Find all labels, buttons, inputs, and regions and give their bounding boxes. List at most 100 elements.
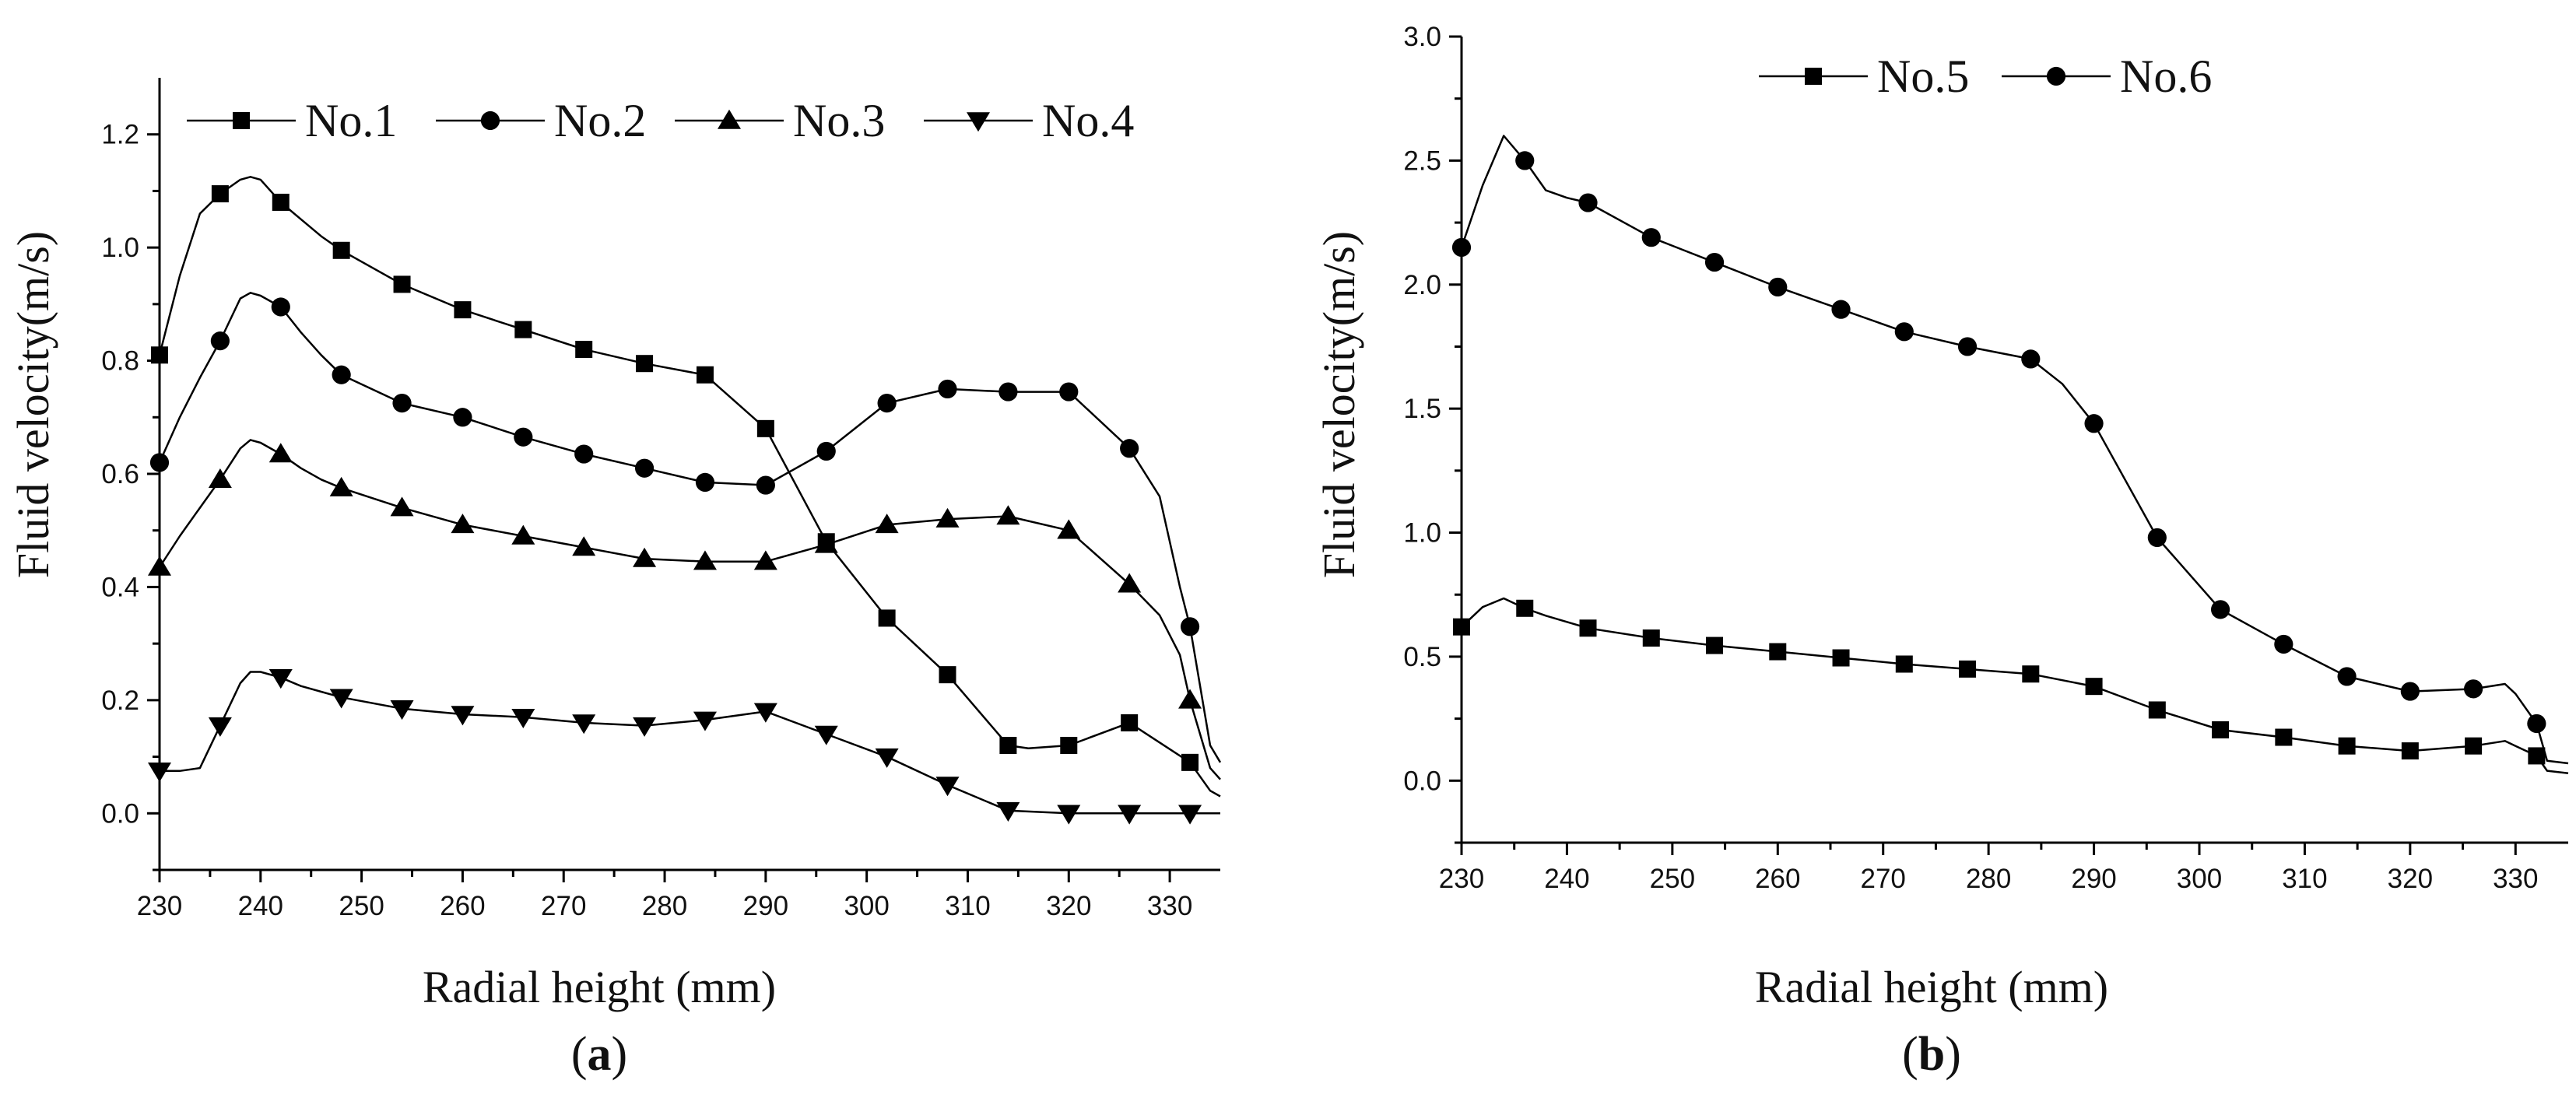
panel-a-series-no1-point bbox=[1181, 753, 1199, 771]
panel-a-y-tick-label: 0.2 bbox=[101, 686, 139, 716]
panel-a-series-no2-point bbox=[816, 441, 836, 461]
panel-b-series-no6-point bbox=[2274, 634, 2293, 654]
panel-a-series-no2-point bbox=[938, 379, 957, 399]
panel-a-x-tick-label: 260 bbox=[440, 891, 485, 921]
panel-b-x-axis-title: Radial height (mm) bbox=[1755, 962, 2108, 1012]
panel-b-series-no5-point bbox=[1706, 636, 1724, 654]
panel-b-x-tick-label: 270 bbox=[1861, 864, 1906, 894]
panel-b-series-no5-point bbox=[2528, 747, 2546, 765]
panel-b-x-tick-label: 230 bbox=[1439, 864, 1484, 894]
panel-a-series-no2-point bbox=[149, 453, 170, 472]
panel-a-series-no4-point bbox=[1118, 805, 1142, 825]
panel-a-series-no3-point bbox=[935, 507, 960, 528]
panel-a-x-tick-label: 290 bbox=[743, 891, 788, 921]
panel-b-series-no5-point bbox=[1453, 618, 1470, 636]
panel-a-series-no2-point bbox=[695, 472, 715, 493]
panel-a-series-no3-point bbox=[390, 496, 414, 517]
panel-b-series-no5-point bbox=[2465, 737, 2483, 755]
panel-b-series-no5-point bbox=[2338, 737, 2356, 755]
panel-b-x-tick-label: 280 bbox=[1966, 864, 2011, 894]
panel-a-series-no2-point bbox=[514, 427, 533, 447]
panel-b-series-no6-point bbox=[2210, 600, 2230, 619]
panel-a-y-axis-title: Fluid velocity(m/s) bbox=[8, 231, 58, 578]
panel-b-y-tick-label: 2.0 bbox=[1403, 270, 1441, 300]
panel-a-x-tick-label: 280 bbox=[642, 891, 687, 921]
panel-b-x-tick-label: 320 bbox=[2388, 864, 2433, 894]
panel-b-series-no5-point bbox=[2148, 701, 2166, 719]
panel-a-series-no4-point bbox=[208, 717, 232, 737]
panel-a-legend-no4-marker bbox=[966, 112, 991, 132]
panel-a-series-no4-point bbox=[572, 714, 596, 735]
panel-b-series-no5-point bbox=[1642, 629, 1660, 647]
panel-b-series-no5-point bbox=[1579, 619, 1597, 637]
panel-a-series-no1-point bbox=[151, 346, 168, 364]
panel-a-legend-no2-marker bbox=[480, 110, 500, 131]
panel-a-x-tick-label: 250 bbox=[339, 891, 384, 921]
panel-b-series-no6-point bbox=[1768, 277, 1788, 297]
panel-a-series-no4-point bbox=[268, 669, 293, 689]
panel-a-series-no4-point bbox=[633, 717, 657, 737]
panel-b-series-no6-point bbox=[1704, 252, 1725, 272]
panel-a-series-no2-point bbox=[332, 365, 351, 384]
panel-a-series-no1-point bbox=[575, 341, 593, 359]
panel-a-series-no1-point bbox=[393, 275, 411, 293]
panel-a-series-no1-point bbox=[878, 609, 896, 627]
panel-b-series-no6-point bbox=[2084, 414, 2104, 433]
panel-b-x-tick-label: 260 bbox=[1755, 864, 1800, 894]
panel-b-y-tick-label: 1.5 bbox=[1403, 394, 1441, 424]
panel-b-series-no5-point bbox=[2212, 721, 2230, 738]
panel-b-x-tick-label: 300 bbox=[2177, 864, 2222, 894]
panel-b-series-no6-point bbox=[2337, 667, 2357, 686]
panel-b-series-no5-point bbox=[2275, 728, 2293, 746]
panel-a-series-no3-point bbox=[693, 550, 717, 570]
panel-a-series-no2-point bbox=[877, 394, 897, 413]
chart-panel-b: 0.0 0.5 1.0 1.5 2.0 2.5 3.0 230 240 250 260 270 280 2… bbox=[1403, 22, 2569, 894]
panel-a-series-no1-point bbox=[756, 419, 774, 437]
panel-a-series-no4-point bbox=[329, 689, 353, 709]
panel-a-series-no3-point bbox=[814, 533, 838, 553]
panel-b-x-tick-label: 250 bbox=[1650, 864, 1695, 894]
panel-a-series-no2-point bbox=[574, 444, 594, 464]
panel-a-y-tick-label: 1.0 bbox=[101, 233, 139, 263]
panel-a-series-no4-point bbox=[451, 706, 475, 726]
panel-a-series-no2-point bbox=[634, 458, 655, 478]
panel-b-y-tick-label: 2.5 bbox=[1403, 146, 1441, 176]
panel-b-series-no5-point bbox=[2401, 742, 2419, 760]
panel-b-x-tick-label: 290 bbox=[2071, 864, 2116, 894]
panel-a-series-no3-point bbox=[451, 514, 475, 534]
panel-a-series-no2-point bbox=[453, 408, 472, 427]
panel-a-series-no3-point bbox=[208, 468, 232, 488]
panel-b-y-axis-title: Fluid velocity(m/s) bbox=[1314, 231, 1364, 578]
panel-a-series-no1-point bbox=[332, 241, 350, 259]
panel-b-label: (b) bbox=[1902, 1028, 1961, 1081]
panel-b-label-letter: b bbox=[1918, 1028, 1945, 1081]
panel-a-series-no2-point bbox=[1059, 382, 1079, 401]
panel-a-legend-no2-label: No.2 bbox=[554, 95, 646, 146]
panel-a-series-no4-point bbox=[147, 763, 172, 783]
panel-a-series-no2-point bbox=[392, 394, 412, 413]
panel-a-series-no3-point bbox=[329, 476, 353, 496]
panel-a-series-no3-point bbox=[572, 536, 596, 556]
panel-a-series-no1-point bbox=[211, 185, 229, 203]
panel-a-series-no2-point bbox=[998, 382, 1018, 401]
panel-a-series-no2-point bbox=[756, 475, 775, 495]
panel-b-y-tick-label: 0.5 bbox=[1403, 642, 1441, 672]
panel-b-series-no6-point bbox=[1451, 237, 1472, 258]
panel-a-series-no4-point bbox=[511, 708, 535, 728]
panel-b-y-tick-label: 0.0 bbox=[1403, 766, 1441, 796]
panel-a-y-tick-label: 0.8 bbox=[101, 346, 139, 377]
panel-a-x-tick-label: 330 bbox=[1147, 891, 1192, 921]
panel-a-series-no1-point bbox=[1121, 714, 1139, 731]
panel-a-series-no4-point bbox=[1057, 805, 1081, 825]
panel-a-series-no3-point bbox=[511, 524, 535, 545]
panel-a-y-tick-label: 0.6 bbox=[101, 459, 139, 489]
panel-b-legend-no5-label: No.5 bbox=[1877, 51, 1969, 102]
panel-a-series-no2-point bbox=[210, 331, 230, 351]
panel-b-series-no6-point bbox=[2021, 349, 2041, 369]
panel-a-series-no1-point bbox=[514, 321, 532, 338]
panel-a-series-no2-point bbox=[1180, 617, 1200, 636]
panel-a-y-tick-label: 0.4 bbox=[101, 572, 139, 602]
panel-a-series-no3-point bbox=[268, 443, 293, 463]
panel-b-series-no6-point bbox=[1957, 337, 1978, 356]
panel-a-series-no1-line bbox=[158, 176, 1221, 798]
